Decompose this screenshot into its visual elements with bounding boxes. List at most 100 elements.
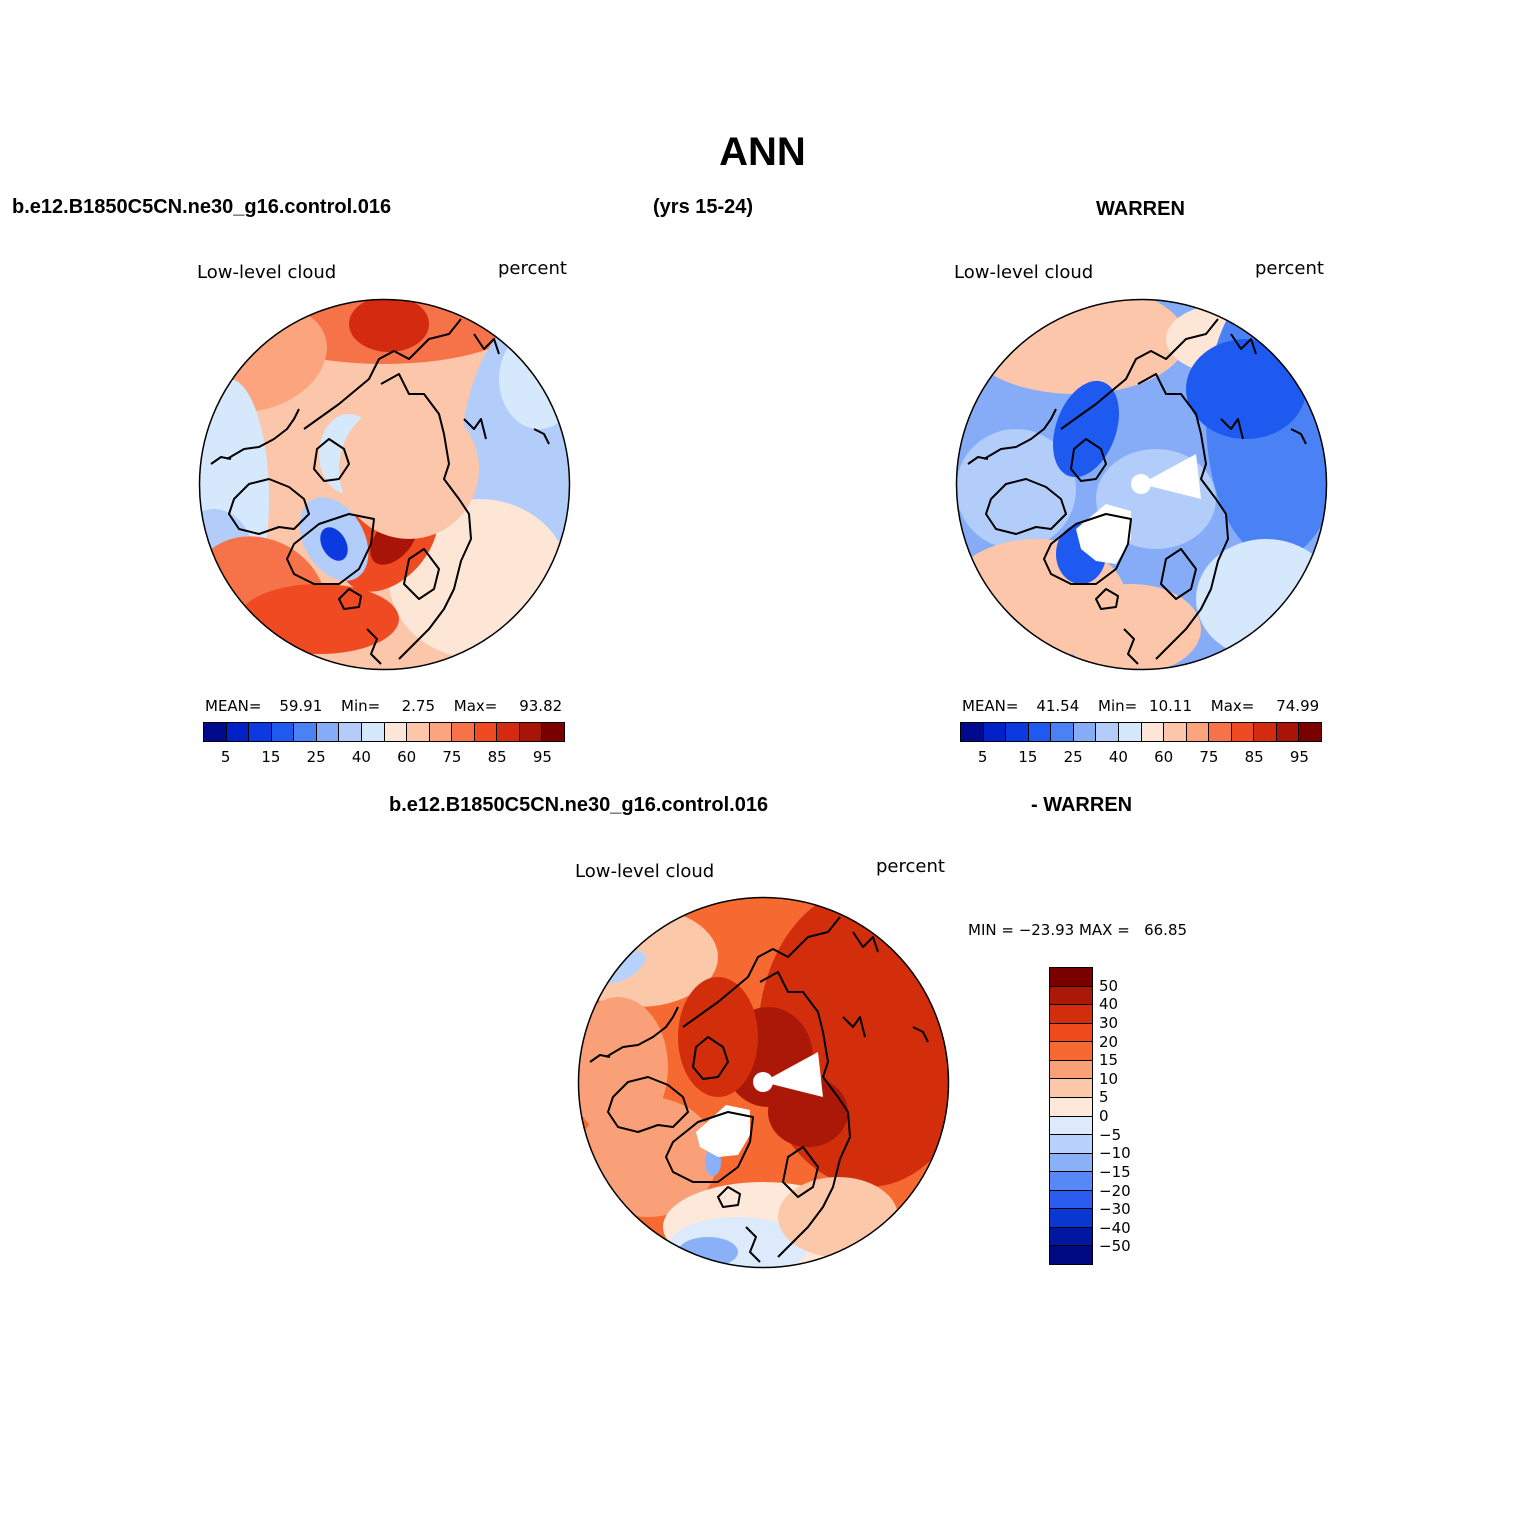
model-min-label: Min= [341,697,381,715]
coastline [967,456,989,465]
coastline [605,1006,679,1058]
colorbar-swatch [294,723,317,741]
coastline [682,916,841,1028]
colorbar-tick-label: 30 [1099,1013,1119,1032]
colorbar-swatch [1050,1060,1092,1080]
coastline [226,408,300,460]
colorbar-swatch [1186,723,1210,741]
colorbar-tick-label: 0 [1099,1107,1109,1125]
coastline [313,438,350,482]
coastline [1123,628,1139,665]
coastline [218,620,240,630]
map-field-region [1196,539,1327,659]
diff-variable-label: Low-level cloud [575,861,715,882]
map-boundary [955,298,1328,671]
coastline [1290,428,1307,445]
colorbar-tick-label: 75 [1199,748,1219,766]
coastline [1230,333,1257,355]
model-polar-map [198,298,571,671]
colorbar-swatch [226,723,250,741]
obs-mean-value: 41.54 [1036,697,1080,715]
model-case-label: b.e12.B1850C5CN.ne30_g16.control.016 [12,196,392,218]
colorbar-tick-label: 5 [977,748,988,766]
coastline [912,1026,929,1043]
map-coastlines [210,318,550,665]
colorbar-tick-label: 50 [1099,976,1119,995]
colorbar-swatch [1209,723,1232,741]
colorbar-tick-label: 20 [1099,1032,1119,1051]
coastline [463,418,487,440]
diff-obs-label: - WARREN [1031,794,1133,816]
colorbar-tick-label: −30 [1099,1200,1131,1219]
colorbar-tick-label: 15 [261,748,281,766]
colorbar-swatch [1118,723,1142,741]
colorbar-swatch [384,723,408,741]
obs-min-value: 10.11 [1149,697,1193,715]
colorbar-swatch [1276,723,1300,741]
colorbar-swatch [1299,723,1321,741]
colorbar-swatch [1050,1023,1092,1043]
colorbar-swatch [961,723,984,741]
coastline [403,548,440,600]
colorbar-swatch [1254,723,1277,741]
coastline [975,620,997,630]
colorbar-swatch [1050,1135,1092,1154]
colorbar-swatch [1050,1116,1092,1136]
colorbar-tick-label: 60 [1154,748,1174,766]
coastline [692,1036,729,1080]
map-field-region [768,1077,848,1147]
colorbar-tick-label: 60 [397,748,417,766]
obs-min-label: Min= [1098,697,1138,715]
coastline [1070,438,1107,482]
coastline [665,1111,754,1183]
colorbar-swatch [1051,723,1074,741]
obs-max-label: Max= [1210,697,1255,715]
colorbar-swatch [1164,723,1187,741]
colorbar-tick-label: 25 [1063,748,1083,766]
obs-colorbar [960,722,1322,742]
map-boundary [577,896,950,1269]
colorbar-swatch [1050,1246,1092,1264]
map-coastlines [967,318,1307,665]
obs-stats: MEAN= 41.54 Min= 10.11 Max= 74.99 [962,697,1319,715]
colorbar-swatch [1141,723,1165,741]
map-missing-data-region [1141,454,1201,499]
map-boundary [198,298,571,671]
colorbar-tick-label: −10 [1099,1144,1131,1163]
map-missing-data-region [1131,474,1151,494]
coastline [380,373,472,660]
coastline [533,428,550,445]
colorbar-tick-label: 10 [1099,1069,1119,1088]
coastline [745,1226,761,1263]
coastline [983,408,1057,460]
colorbar-swatch [361,723,385,741]
model-colorbar [203,722,565,742]
coastline [1220,418,1244,440]
map-field-region [320,527,348,561]
model-units-label: percent [498,258,567,279]
diff-colorbar [1049,967,1093,1265]
colorbar-swatch [1028,723,1052,741]
model-variable-label: Low-level cloud [197,262,337,283]
colorbar-swatch [1050,1079,1092,1098]
colorbar-swatch [429,723,453,741]
coastline [1060,318,1219,430]
colorbar-swatch [1231,723,1255,741]
diff-units-label: percent [876,856,945,877]
colorbar-swatch [1050,1005,1092,1024]
map-missing-data-region [696,1105,750,1157]
colorbar-swatch [983,723,1007,741]
colorbar-swatch [1096,723,1119,741]
colorbar-tick-label: 85 [1244,748,1264,766]
coastline [842,1016,866,1038]
colorbar-tick-label: 15 [1018,748,1038,766]
map-missing-data-region [753,1072,773,1092]
colorbar-swatch [1050,1209,1092,1228]
colorbar-swatch [1050,986,1092,1006]
colorbar-tick-label: −5 [1099,1125,1122,1144]
map-field-region [339,399,479,539]
colorbar-swatch [1006,723,1029,741]
colorbar-swatch [316,723,340,741]
coastline [1137,373,1229,660]
colorbar-swatch [497,723,520,741]
